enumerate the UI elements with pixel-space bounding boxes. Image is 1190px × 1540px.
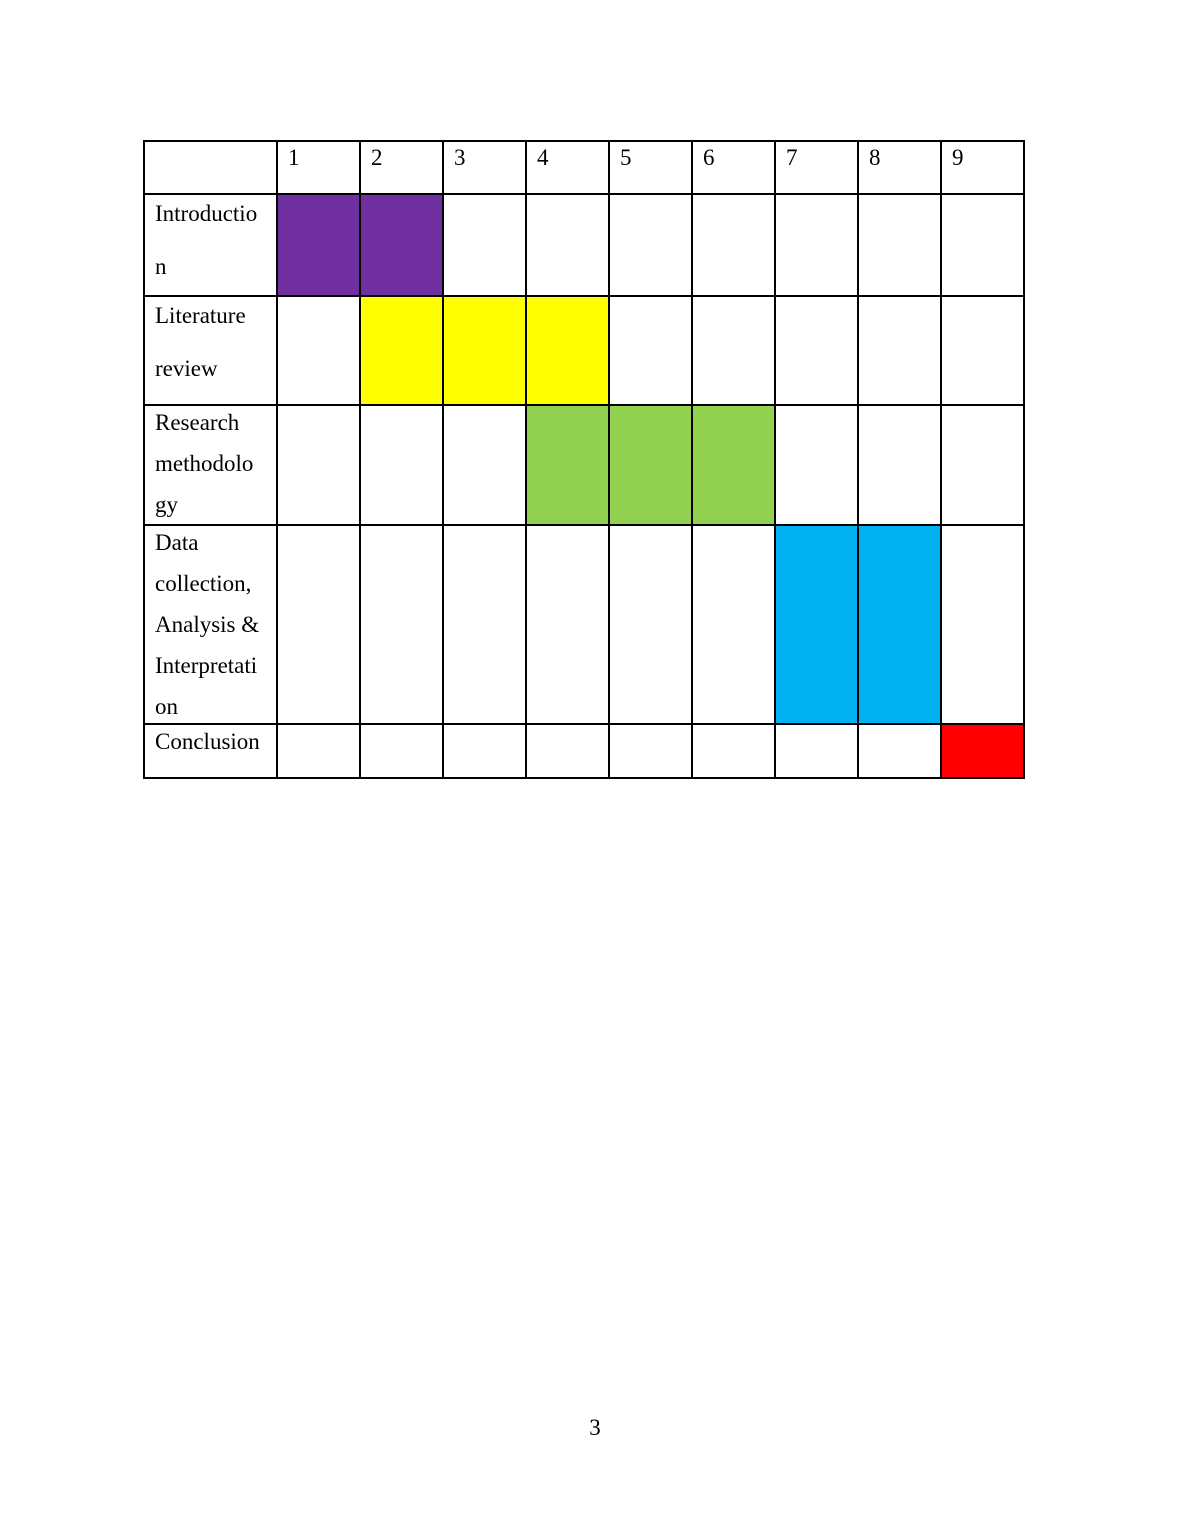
grid-cell <box>940 193 1025 297</box>
gantt-bar-literature-review <box>359 295 444 406</box>
column-header: 8 <box>857 140 942 195</box>
task-label-text: Conclusion <box>155 729 260 754</box>
task-label-literature-review: Literature review <box>143 295 278 406</box>
grid-cell <box>525 524 610 725</box>
column-header: 3 <box>442 140 527 195</box>
grid-cell <box>940 524 1025 725</box>
grid-cell <box>442 524 527 725</box>
gantt-bar-research-methodology <box>608 404 693 526</box>
column-header-label: 9 <box>952 145 964 170</box>
task-row-literature-review: Literature review <box>143 295 1025 406</box>
grid-cell <box>276 723 361 779</box>
task-label-research-methodology: Research methodolo gy <box>143 404 278 526</box>
task-label-data-collection: Data collection, Analysis & Interpretati… <box>143 524 278 725</box>
gantt-table: 1 2 3 4 5 6 7 8 9 Introductio n Literature review R… <box>143 140 1025 779</box>
grid-cell <box>525 193 610 297</box>
grid-cell <box>774 295 859 406</box>
task-label-text: Introductio n <box>155 201 258 279</box>
column-header-label: 2 <box>371 145 383 170</box>
gantt-bar-research-methodology <box>691 404 776 526</box>
grid-cell <box>359 404 444 526</box>
column-header: 6 <box>691 140 776 195</box>
gantt-bar-data-collection <box>774 524 859 725</box>
grid-cell <box>359 723 444 779</box>
gantt-bar-introduction <box>359 193 444 297</box>
page-number: 3 <box>589 1415 601 1440</box>
gantt-bar-introduction <box>276 193 361 297</box>
column-header: 7 <box>774 140 859 195</box>
task-label-text: Data collection, Analysis & Interpretati… <box>155 530 260 719</box>
column-header-label: 8 <box>869 145 881 170</box>
grid-cell <box>608 295 693 406</box>
task-row-introduction: Introductio n <box>143 193 1025 297</box>
task-row-research-methodology: Research methodolo gy <box>143 404 1025 526</box>
task-label-introduction: Introductio n <box>143 193 278 297</box>
task-row-data-collection: Data collection, Analysis & Interpretati… <box>143 524 1025 725</box>
grid-cell <box>857 193 942 297</box>
grid-cell <box>442 723 527 779</box>
column-header-label: 6 <box>703 145 715 170</box>
grid-cell <box>442 193 527 297</box>
gantt-bar-literature-review <box>442 295 527 406</box>
grid-cell <box>774 723 859 779</box>
task-label-text: Research methodolo gy <box>155 410 254 517</box>
gantt-bar-literature-review <box>525 295 610 406</box>
grid-cell <box>608 193 693 297</box>
grid-cell <box>691 295 776 406</box>
grid-cell <box>276 404 361 526</box>
grid-cell <box>940 295 1025 406</box>
column-header-label: 3 <box>454 145 466 170</box>
grid-cell <box>608 723 693 779</box>
task-label-text: Literature review <box>155 303 246 381</box>
grid-cell <box>276 295 361 406</box>
grid-cell <box>940 404 1025 526</box>
task-label-conclusion: Conclusion <box>143 723 278 779</box>
column-header: 4 <box>525 140 610 195</box>
grid-cell <box>691 193 776 297</box>
column-header: 5 <box>608 140 693 195</box>
grid-cell <box>691 723 776 779</box>
grid-cell <box>691 524 776 725</box>
grid-cell <box>857 404 942 526</box>
column-header-label: 4 <box>537 145 549 170</box>
corner-cell <box>143 140 278 195</box>
grid-cell <box>525 723 610 779</box>
grid-cell <box>774 404 859 526</box>
column-header: 9 <box>940 140 1025 195</box>
grid-cell <box>774 193 859 297</box>
grid-cell <box>608 524 693 725</box>
gantt-bar-conclusion <box>940 723 1025 779</box>
column-header: 1 <box>276 140 361 195</box>
grid-cell <box>857 723 942 779</box>
grid-cell <box>442 404 527 526</box>
grid-cell <box>359 524 444 725</box>
gantt-bar-data-collection <box>857 524 942 725</box>
grid-cell <box>276 524 361 725</box>
column-header-label: 5 <box>620 145 632 170</box>
grid-cell <box>857 295 942 406</box>
column-header: 2 <box>359 140 444 195</box>
column-header-label: 7 <box>786 145 798 170</box>
header-row: 1 2 3 4 5 6 7 8 9 <box>143 140 1025 195</box>
column-header-label: 1 <box>288 145 300 170</box>
gantt-bar-research-methodology <box>525 404 610 526</box>
task-row-conclusion: Conclusion <box>143 723 1025 779</box>
